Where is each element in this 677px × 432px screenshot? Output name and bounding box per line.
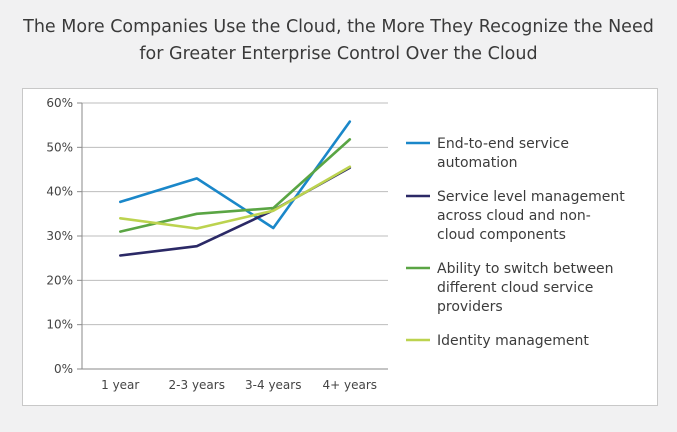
y-tick-label: 40% (46, 185, 73, 199)
legend-label: Ability to switch between (437, 261, 614, 277)
x-tick-label: 3-4 years (245, 378, 301, 392)
legend-label: cloud components (437, 227, 566, 243)
series-line (119, 165, 352, 230)
x-tick-label: 4+ years (322, 378, 377, 392)
y-tick-label: 60% (46, 96, 73, 110)
legend-label: different cloud service (437, 280, 593, 296)
y-tick-label: 30% (46, 229, 73, 243)
y-tick-label: 20% (46, 273, 73, 287)
legend-label: across cloud and non- (437, 208, 591, 224)
x-tick-label: 2-3 years (169, 378, 225, 392)
legend-label: automation (437, 155, 518, 171)
legend-label: End-to-end service (437, 136, 569, 152)
chart-panel (22, 88, 658, 406)
y-tick-label: 50% (46, 140, 73, 154)
chart-title: The More Companies Use the Cloud, the Mo… (0, 14, 677, 68)
y-tick-label: 0% (54, 362, 73, 376)
legend-label: Service level management (437, 189, 625, 205)
legend-label: providers (437, 299, 503, 315)
chart-title-line-2: for Greater Enterprise Control Over the … (139, 44, 538, 64)
legend-label: Identity management (437, 333, 589, 349)
y-tick-label: 10% (46, 318, 73, 332)
chart-title-line-1: The More Companies Use the Cloud, the Mo… (23, 17, 654, 37)
x-tick-label: 1 year (101, 378, 139, 392)
